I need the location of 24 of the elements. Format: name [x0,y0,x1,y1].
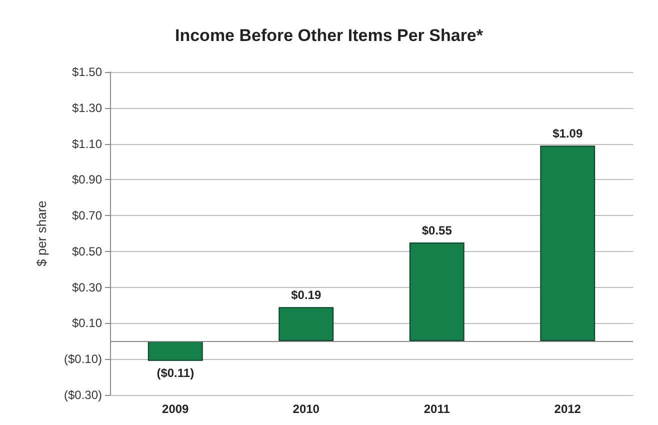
y-tick-label: $0.90 [72,172,102,187]
y-tick-label: $1.10 [72,136,102,151]
y-tick-label: $0.50 [72,244,102,258]
x-tick-label: 2011 [424,402,450,416]
y-tick-label: $0.10 [72,316,102,330]
y-tick-label: ($0.30) [64,388,102,402]
data-label: $1.09 [552,126,583,141]
bar [278,307,334,342]
y-tick-label: $1.50 [72,65,102,79]
y-tick-label: $0.30 [72,280,102,294]
chart-title: Income Before Other Items Per Share* [174,26,484,45]
data-label: $0.19 [291,288,322,302]
y-tick-label: $0.70 [72,208,102,223]
data-label: ($0.11) [156,366,194,380]
bar [409,242,464,342]
bar [540,146,596,342]
x-tick-label: 2012 [554,402,582,416]
x-tick-label: 2009 [162,402,190,416]
x-tick-label: 2010 [292,402,320,416]
y-tick-label: ($0.10) [64,352,102,366]
bar [148,341,203,361]
y-axis-title: $ per share [34,200,49,266]
data-label: $0.55 [422,223,452,238]
y-tick-label: $1.30 [72,100,102,115]
